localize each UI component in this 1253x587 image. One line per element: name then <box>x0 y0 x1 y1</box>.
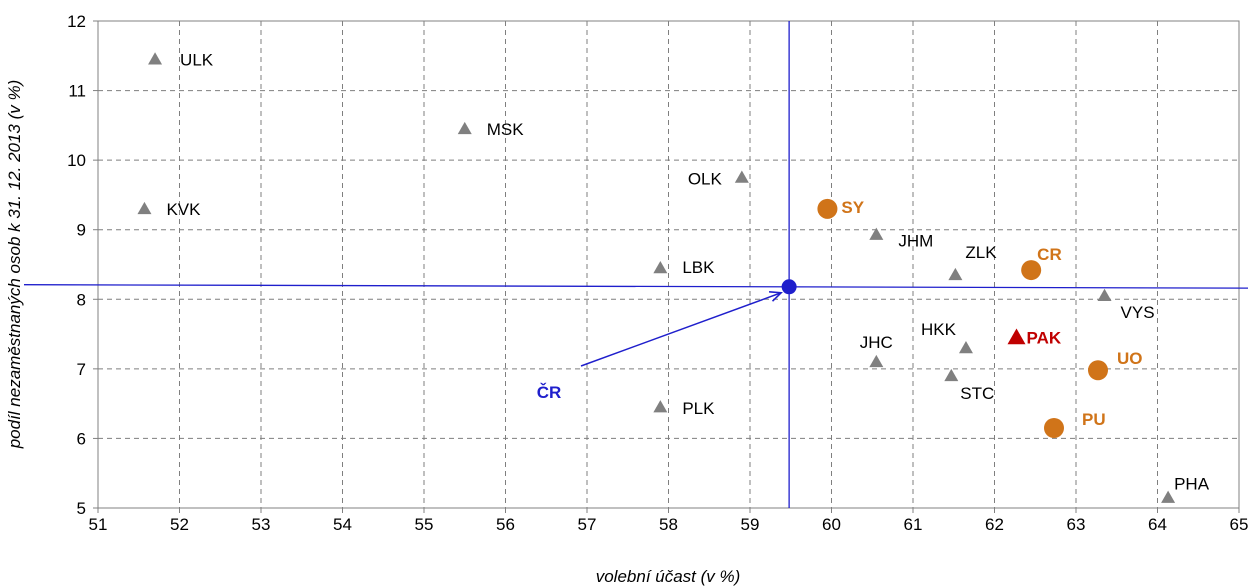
y-axis-title: podíl nezaměstnaných osob k 31. 12. 2013… <box>5 80 24 450</box>
point-label: UO <box>1117 349 1143 368</box>
x-tick-label: 54 <box>333 515 352 534</box>
x-tick-label: 58 <box>659 515 678 534</box>
point-label: PLK <box>682 399 715 418</box>
triangle-marker <box>148 52 163 65</box>
point-label: PU <box>1082 410 1106 429</box>
y-tick-label: 5 <box>77 499 86 518</box>
x-tick-label: 55 <box>415 515 434 534</box>
point-label: PAK <box>1027 329 1062 348</box>
y-tick-label: 12 <box>67 12 86 31</box>
point-stc: STC <box>944 368 994 403</box>
y-tick-label: 8 <box>77 290 86 309</box>
point-kvk: KVK <box>137 200 201 219</box>
triangle-marker <box>1161 490 1176 503</box>
triangle-marker <box>944 368 959 382</box>
point-label: LBK <box>682 258 715 277</box>
x-tick-label: 62 <box>985 515 1004 534</box>
point-label: ULK <box>180 50 214 69</box>
x-tick-label: 57 <box>578 515 597 534</box>
point-label: MSK <box>487 120 525 139</box>
point-label: JHM <box>898 232 933 251</box>
triangle-marker <box>457 121 472 135</box>
point-label: VYS <box>1121 303 1155 322</box>
tick-labels: 51 52 53 54 55 56 57 58 59 60 61 62 63 64 655678910111… <box>67 12 1248 534</box>
point-vys: VYS <box>1097 288 1155 322</box>
x-tick-label: 53 <box>252 515 271 534</box>
district-marker <box>1088 360 1109 381</box>
point-label: OLK <box>688 170 723 189</box>
triangle-marker <box>1097 288 1112 302</box>
point-ulk: ULK <box>148 50 214 69</box>
y-tick-label: 7 <box>77 360 86 379</box>
y-tick-label: 9 <box>77 221 86 240</box>
triangle-marker <box>734 170 749 183</box>
x-axis-title: volební účast (v %) <box>596 567 741 586</box>
x-tick-label: 60 <box>822 515 841 534</box>
y-tick-label: 6 <box>77 429 86 448</box>
district-marker <box>1043 417 1064 438</box>
point-sy: SY <box>817 198 865 219</box>
triangle-marker <box>958 340 973 354</box>
point-label: ZLK <box>965 243 997 262</box>
reference-label: ČR <box>537 383 562 402</box>
point-label: KVK <box>166 200 201 219</box>
point-msk: MSK <box>457 120 525 139</box>
grid-lines <box>98 21 1239 508</box>
point-lbk: LBK <box>653 258 715 277</box>
point-jhc: JHC <box>860 333 893 368</box>
point-jhm: JHM <box>869 227 933 251</box>
x-tick-label: 63 <box>1067 515 1086 534</box>
point-plk: PLK <box>653 399 715 418</box>
point-pu: PU <box>1043 410 1106 438</box>
point-label: CR <box>1037 245 1062 264</box>
triangle-marker <box>869 227 884 240</box>
reference-arrow <box>580 291 783 367</box>
x-tick-label: 61 <box>904 515 923 534</box>
data-points: ULK MSK KVK OLK JHM LBK ZLK VYS HKK JHC STC PLK PHA P… <box>137 50 1210 503</box>
point-uo: UO <box>1088 349 1143 381</box>
point-zlk: ZLK <box>948 243 997 281</box>
point-label: STC <box>960 384 994 403</box>
x-tick-label: 51 <box>89 515 108 534</box>
point-label: SY <box>841 198 864 217</box>
triangle-marker <box>869 354 884 368</box>
point-cr: CR <box>1021 245 1062 281</box>
x-tick-label: 64 <box>1148 515 1167 534</box>
point-label: PHA <box>1174 475 1210 494</box>
reference-point <box>781 279 797 295</box>
triangle-marker <box>948 267 963 281</box>
point-pak: PAK <box>1007 328 1062 348</box>
triangle-marker <box>653 400 668 413</box>
point-label: JHC <box>860 333 893 352</box>
triangle-marker <box>653 260 668 274</box>
triangle-marker <box>1007 328 1026 345</box>
reference-lines: ČR <box>23 21 1249 508</box>
triangle-marker <box>137 201 152 215</box>
point-hkk: HKK <box>921 320 973 354</box>
x-tick-label: 65 <box>1230 515 1249 534</box>
point-olk: OLK <box>688 170 749 189</box>
reference-horizontal-line <box>23 284 1249 289</box>
point-label: HKK <box>921 320 957 339</box>
district-marker <box>817 198 838 219</box>
x-tick-label: 59 <box>741 515 760 534</box>
point-pha: PHA <box>1161 475 1210 503</box>
x-tick-label: 52 <box>170 515 189 534</box>
x-tick-label: 56 <box>496 515 515 534</box>
y-tick-label: 10 <box>67 151 86 170</box>
district-marker <box>1021 260 1042 281</box>
y-tick-label: 11 <box>68 82 86 101</box>
